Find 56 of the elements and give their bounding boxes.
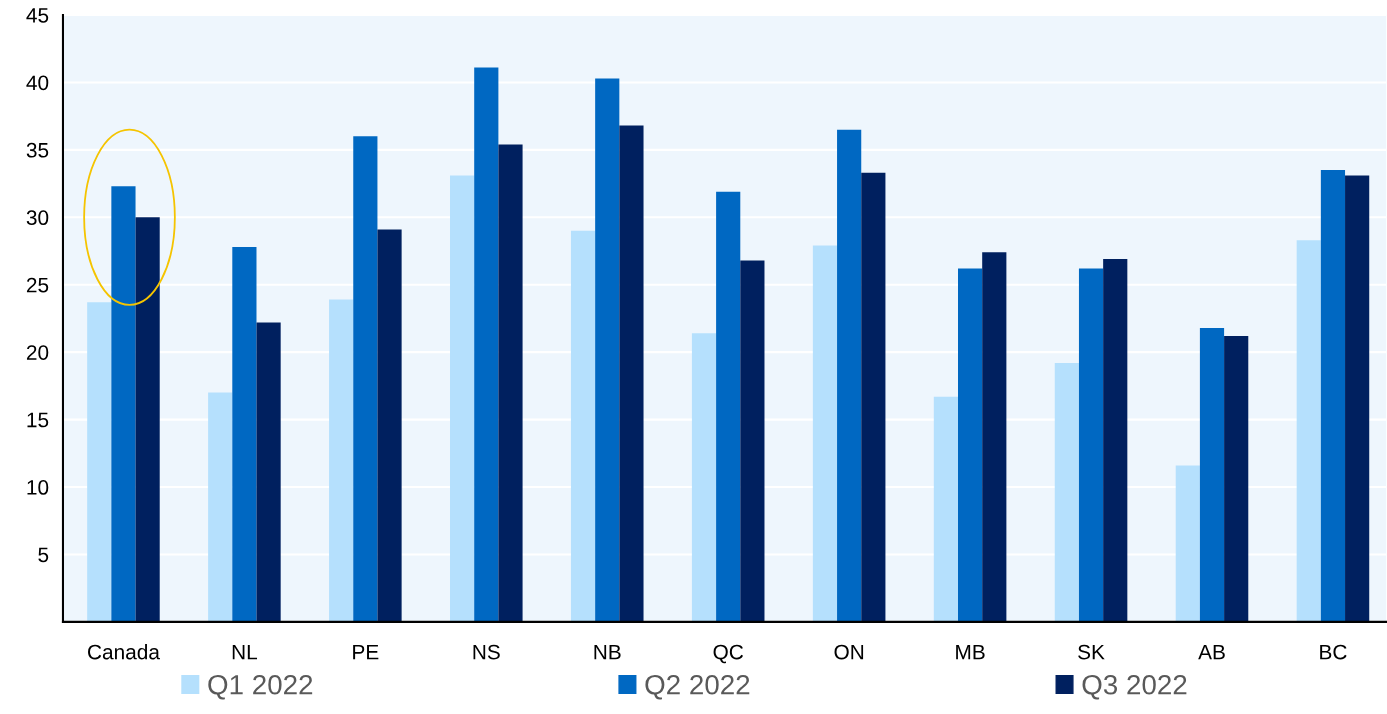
legend-label: Q1 2022 [208, 674, 313, 700]
x-tick-label: NL [232, 644, 258, 660]
bar [740, 260, 765, 622]
x-tick-label: ON [834, 644, 864, 660]
bar [87, 302, 112, 622]
bar [570, 230, 596, 622]
bar [329, 299, 354, 622]
bar [208, 392, 233, 622]
bar [691, 333, 717, 622]
bar [595, 78, 620, 622]
x-tick-label: NB [594, 644, 621, 660]
y-tick-label: 20 [26, 345, 49, 360]
bar [256, 322, 281, 622]
bar [377, 229, 402, 622]
x-tick-label: SK [1078, 644, 1105, 660]
x-tick-label: Canada [88, 644, 160, 660]
bar [1224, 335, 1249, 622]
bar [1078, 268, 1104, 622]
bar [933, 396, 958, 622]
bar [111, 186, 136, 622]
y-tick-label: 45 [26, 8, 49, 23]
bar [135, 217, 160, 622]
bar [1320, 170, 1346, 622]
bar [1175, 465, 1200, 622]
y-tick-label: 10 [27, 480, 49, 495]
bar [982, 252, 1007, 622]
bar [474, 67, 499, 622]
x-tick-label: NS [473, 644, 500, 660]
bar [1054, 362, 1079, 622]
x-tick-label: BC [1320, 644, 1347, 660]
bar [353, 136, 378, 622]
bar [1296, 240, 1321, 622]
y-tick-label: 30 [26, 210, 49, 226]
legend-label: Q2 2022 [645, 674, 750, 700]
y-tick-label: 40 [26, 75, 49, 91]
bar [812, 245, 838, 622]
bar [1345, 175, 1370, 622]
bar [498, 144, 523, 622]
bar [1199, 327, 1225, 622]
bar [861, 172, 886, 622]
bar [232, 246, 257, 622]
y-tick-label: 25 [26, 277, 49, 293]
bar [958, 268, 983, 622]
y-tick-label: 15 [27, 412, 49, 428]
x-tick-label: QC [713, 644, 744, 664]
y-tick-label: 5 [38, 547, 49, 563]
x-tick-label: MB [956, 644, 985, 660]
x-tick-label: PE [353, 644, 379, 660]
x-tick-label: AB [1198, 644, 1225, 660]
bar [450, 175, 475, 622]
y-tick-label: 35 [26, 142, 49, 158]
bar [716, 191, 741, 622]
bar [619, 125, 644, 622]
bar [1103, 259, 1128, 622]
legend-label: Q3 2022 [1082, 674, 1187, 700]
bar [837, 129, 862, 622]
